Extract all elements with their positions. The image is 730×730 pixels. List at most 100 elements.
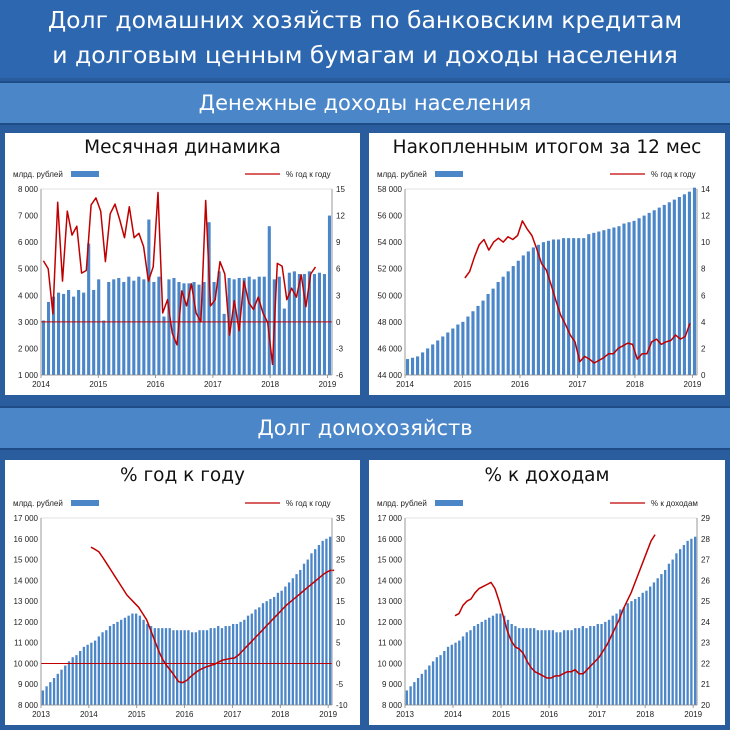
y-left-tick-label: 8 000 [18,185,39,194]
bar [217,626,220,705]
bar [540,630,543,705]
bar-legend-swatch [71,171,99,177]
bar [149,626,153,705]
bar [649,586,652,705]
bar [521,628,525,705]
bar [222,313,226,375]
bar [416,677,420,705]
y-left-tick-label: 56 000 [378,212,403,221]
bar [164,628,168,705]
bar [72,296,76,375]
bar [90,642,93,705]
y-right-tick-label: 12 [701,212,710,221]
line-legend-label: % год к году [651,170,696,179]
bar [506,619,510,705]
bar [108,626,112,705]
bar [322,274,327,375]
bar [516,260,520,375]
bar [559,632,562,705]
x-tick-label: 2018 [636,710,654,719]
bar [409,686,412,705]
bar [112,279,116,375]
page-title-line-1: Долг домашних хозяйств по банковским кре… [47,6,683,34]
y-right-tick-label: 0 [336,318,341,327]
bar [675,553,678,705]
bar [484,619,487,705]
bar [67,289,71,375]
bar [581,626,584,705]
bar [102,320,106,375]
bar [45,686,48,705]
x-tick-label: 2018 [271,710,289,719]
bar [67,661,71,705]
bar [461,636,465,705]
bar [75,655,78,705]
y-left-tick-label: 6 000 [18,238,39,247]
bar [306,559,309,705]
panel-debt-income-title: % к доходам [484,465,610,486]
bar [503,615,506,705]
x-tick-label: 2014 [396,380,414,389]
y-left-tick-label: 17 000 [14,514,39,523]
bar [439,655,442,705]
chart-debt-income: млрд. рублей % к доходам 8 000 9 000 10 000 1… [377,499,710,719]
bar [671,559,674,705]
panel-monthly: Месячная динамика млрд. рублей % год к го… [5,133,360,395]
bar [134,613,138,705]
bar [247,276,251,375]
bar [254,609,257,705]
bar [495,613,498,705]
bar [574,628,577,705]
bar [138,615,142,705]
bar [424,669,427,705]
bar [71,657,74,705]
y-right-tick-label: 30 [336,535,345,544]
y-left-tick-label: 11 000 [378,639,402,648]
y-right-tick-label: 4 [701,318,706,327]
bar [312,274,316,375]
bar [220,628,224,705]
x-tick-label: 2014 [80,710,98,719]
bar [231,623,235,705]
x-tick-label: 2019 [684,710,702,719]
y-left-tick-label: 7 000 [18,212,39,221]
bar [276,592,280,705]
y-left-tick-label: 4 000 [18,291,39,300]
y-right-tick-label: 0 [701,371,706,380]
bar [122,282,126,375]
panel-cumulative-title: Накопленным итогом за 12 мес [392,137,702,158]
bar [570,630,573,705]
bar [213,628,216,705]
bar [672,199,676,375]
y-right-tick-label: -5 [336,680,344,689]
y-right-tick-label: 20 [701,701,710,710]
bar [167,279,171,375]
bar [87,243,91,375]
bar [146,623,149,705]
bar [56,673,59,705]
bar [566,630,570,705]
y-left-tick-label: 14 000 [378,576,403,585]
bar [562,630,566,705]
y-left-tick-label: 13 000 [378,597,403,606]
bar [284,586,287,705]
bar [179,630,183,705]
panel-debt-yoy-title: % год к году [119,465,245,486]
series-line [42,191,317,366]
bar [619,609,622,705]
bar [667,563,671,705]
bar [295,574,298,705]
bar [82,646,86,705]
bar-legend-label: млрд. рублей [13,499,63,508]
bar [450,644,453,705]
bar [250,613,253,705]
y-left-tick-label: 48 000 [378,318,403,327]
panel-monthly-title: Месячная динамика [84,137,281,158]
bar [64,665,67,705]
bar [469,630,472,705]
y-right-tick-label: 6 [336,265,341,274]
x-tick-label: 2013 [32,710,50,719]
line-legend-label: % год к году [286,499,331,508]
bar [243,619,246,705]
